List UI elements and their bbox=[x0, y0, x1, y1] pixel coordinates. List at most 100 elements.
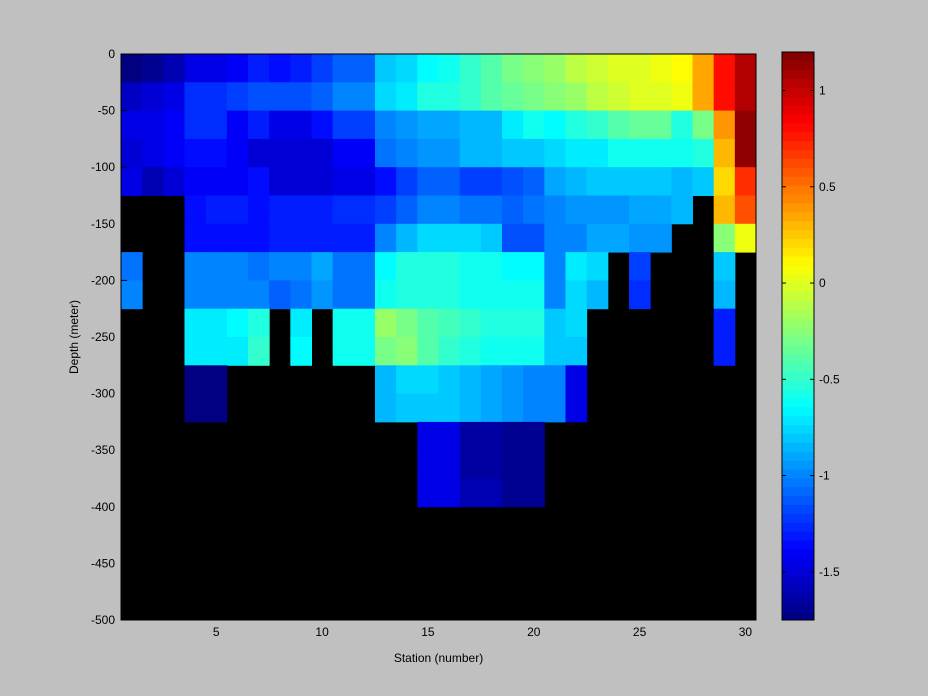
heatmap-cell bbox=[375, 110, 397, 140]
colorbar-swatch bbox=[782, 611, 814, 621]
heatmap-cell bbox=[248, 138, 270, 168]
heatmap-cell bbox=[459, 478, 482, 508]
heatmap-cell bbox=[544, 54, 566, 83]
heatmap-cell bbox=[184, 223, 207, 253]
colorbar-swatch bbox=[782, 575, 814, 585]
heatmap-cell bbox=[586, 138, 609, 168]
heatmap-cell bbox=[438, 252, 461, 281]
heatmap-cell bbox=[650, 195, 672, 225]
heatmap-cell bbox=[523, 138, 545, 168]
heatmap-cell bbox=[396, 337, 418, 366]
heatmap-cell bbox=[544, 110, 566, 140]
colorbar-swatch bbox=[782, 504, 814, 514]
heatmap-cell bbox=[205, 167, 228, 196]
heatmap-cell bbox=[226, 82, 249, 112]
heatmap-cell bbox=[163, 54, 185, 83]
heatmap-cell bbox=[565, 138, 588, 168]
y-tick-label: -50 bbox=[98, 104, 116, 118]
colorbar-swatch bbox=[782, 52, 814, 62]
heatmap-cell bbox=[671, 110, 693, 140]
colorbar-swatch bbox=[782, 229, 814, 239]
heatmap-cell bbox=[480, 195, 503, 225]
colorbar-swatch bbox=[782, 327, 814, 337]
heatmap-cell bbox=[629, 195, 651, 225]
heatmap-cell bbox=[226, 223, 249, 253]
heatmap-cell bbox=[290, 195, 312, 225]
heatmap-cell bbox=[586, 110, 609, 140]
heatmap-cell bbox=[417, 110, 439, 140]
heatmap-cell bbox=[586, 54, 609, 83]
y-tick-label: -300 bbox=[91, 387, 115, 401]
heatmap-cell bbox=[544, 82, 566, 112]
heatmap-cell bbox=[565, 337, 588, 366]
colorbar-swatch bbox=[782, 469, 814, 479]
heatmap-cell bbox=[205, 252, 228, 281]
colorbar-swatch bbox=[782, 220, 814, 230]
colorbar-tick-label: 0 bbox=[819, 276, 826, 290]
heatmap-cell bbox=[523, 252, 545, 281]
heatmap-cell bbox=[438, 393, 461, 423]
heatmap-cell bbox=[502, 337, 524, 366]
heatmap-cell bbox=[607, 195, 630, 225]
heatmap-cell bbox=[121, 167, 143, 196]
heatmap-cell bbox=[523, 195, 545, 225]
heatmap-cell bbox=[142, 110, 164, 140]
heatmap-cell bbox=[523, 110, 545, 140]
colorbar-swatch bbox=[782, 362, 814, 372]
x-axis-label: Station (number) bbox=[394, 651, 483, 665]
heatmap-cell bbox=[480, 167, 503, 196]
heatmap-cell bbox=[459, 223, 482, 253]
heatmap-cell bbox=[353, 110, 376, 140]
colorbar-swatch bbox=[782, 211, 814, 222]
heatmap-cell bbox=[121, 280, 143, 310]
heatmap-cell bbox=[332, 82, 355, 112]
heatmap-cell bbox=[629, 54, 651, 83]
heatmap-cell bbox=[205, 393, 228, 423]
heatmap-cell bbox=[375, 138, 397, 168]
heatmap-cell bbox=[396, 82, 418, 112]
heatmap-cell bbox=[629, 138, 651, 168]
heatmap-cell bbox=[502, 450, 524, 479]
heatmap-cell bbox=[692, 138, 715, 168]
heatmap-cell bbox=[713, 167, 736, 196]
heatmap-cell bbox=[523, 393, 545, 423]
heatmap-cell bbox=[417, 195, 439, 225]
heatmap-cell bbox=[290, 280, 312, 310]
colorbar-swatch bbox=[782, 282, 814, 293]
heatmap-cell bbox=[375, 195, 397, 225]
colorbar-frame bbox=[781, 51, 815, 621]
heatmap-cell bbox=[375, 308, 397, 338]
colorbar-swatch bbox=[782, 238, 814, 248]
x-axis: 5 10 15 20 25 30 bbox=[213, 614, 752, 639]
colorbar-swatch bbox=[782, 540, 814, 550]
colorbar-swatch bbox=[782, 460, 814, 470]
colorbar-swatch bbox=[782, 60, 814, 71]
heatmap-cell bbox=[502, 223, 524, 253]
heatmap-cell bbox=[290, 110, 312, 140]
heatmap-cell bbox=[332, 280, 355, 310]
heatmap-cell bbox=[480, 252, 503, 281]
y-axis-label: Depth (meter) bbox=[67, 300, 81, 374]
heatmap-cell bbox=[480, 110, 503, 140]
heatmap-cell bbox=[459, 450, 482, 479]
heatmap-cell bbox=[734, 54, 757, 83]
heatmap-cell bbox=[671, 138, 693, 168]
heatmap-cell bbox=[438, 421, 461, 451]
y-tick-label: -500 bbox=[91, 613, 115, 627]
colorbar-swatch bbox=[782, 176, 814, 186]
colorbar-tick-label: 0.5 bbox=[819, 180, 836, 194]
heatmap-cell bbox=[586, 252, 609, 281]
heatmap-cell bbox=[734, 138, 757, 168]
colorbar-swatch bbox=[782, 424, 814, 435]
colorbar-swatch bbox=[782, 96, 814, 106]
x-tick-label: 15 bbox=[421, 625, 435, 639]
heatmap-cell bbox=[459, 110, 482, 140]
heatmap-cell bbox=[544, 195, 566, 225]
heatmap-cell bbox=[650, 223, 672, 253]
heatmap-cell bbox=[480, 421, 503, 451]
heatmap-cell bbox=[205, 280, 228, 310]
heatmap-cell bbox=[523, 365, 545, 395]
heatmap-cell bbox=[269, 280, 291, 310]
heatmap-cell bbox=[290, 252, 312, 281]
heatmap-cell bbox=[311, 167, 334, 196]
